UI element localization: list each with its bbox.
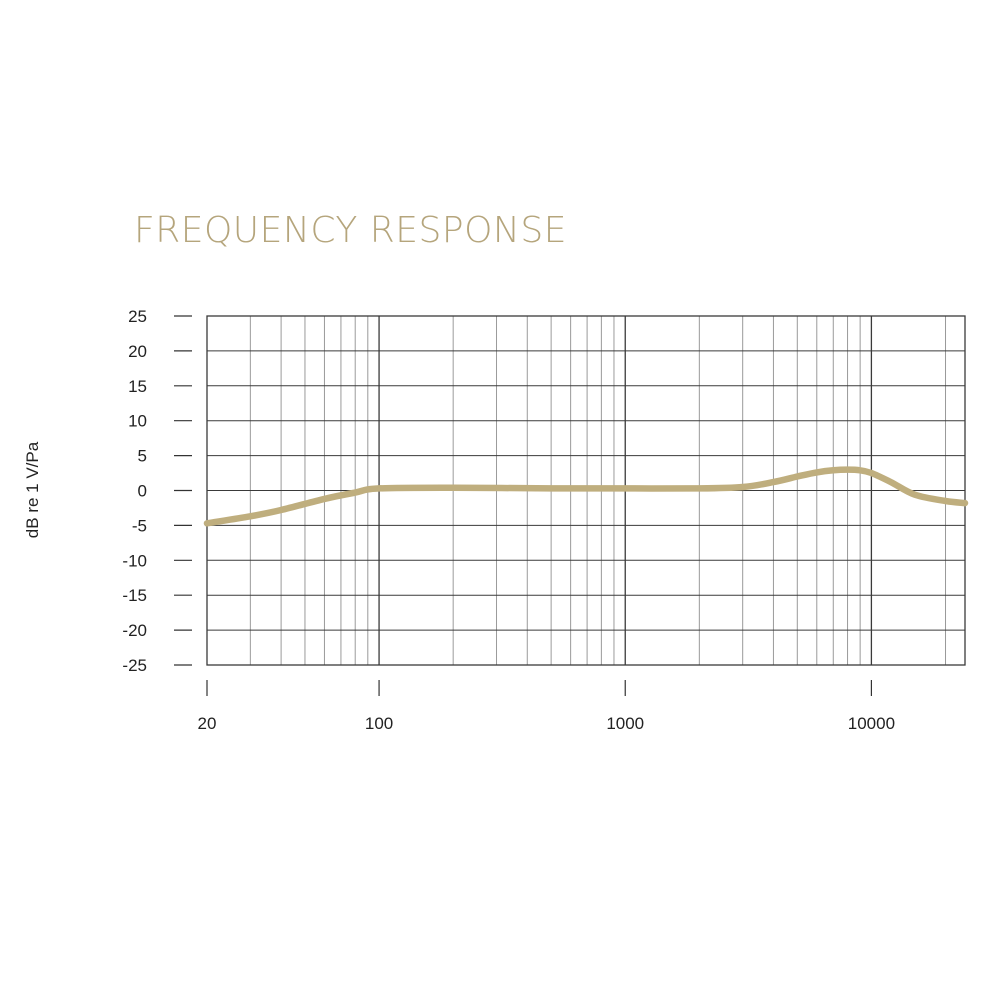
y-tick-label: 20 bbox=[128, 342, 147, 361]
axes bbox=[174, 315, 966, 696]
y-tick-label: 25 bbox=[128, 307, 147, 326]
y-tick-label: -20 bbox=[122, 621, 147, 640]
chart-title: FREQUENCY RESPONSE bbox=[134, 210, 567, 251]
y-tick-label: -25 bbox=[122, 656, 147, 675]
y-tick-label: -15 bbox=[122, 586, 147, 605]
frequency-response-line bbox=[203, 466, 969, 527]
y-tick-label: 0 bbox=[138, 482, 147, 501]
tick-labels: 25 20 15 10 5 0 -5 -10 -15 -20 -25 20 100 1000 10000 bbox=[122, 307, 895, 733]
plot-frame bbox=[206, 315, 966, 666]
y-tick-label: 10 bbox=[128, 412, 147, 431]
x-tick-label: 100 bbox=[365, 714, 393, 733]
x-tick-label: 10000 bbox=[848, 714, 895, 733]
y-tick-label: -10 bbox=[122, 551, 147, 570]
x-tick-label: 20 bbox=[198, 714, 217, 733]
y-tick-label: 5 bbox=[138, 447, 147, 466]
series-layer bbox=[203, 466, 969, 527]
x-tick-label: 1000 bbox=[606, 714, 644, 733]
y-tick-label: -5 bbox=[132, 516, 147, 535]
y-tick-label: 15 bbox=[128, 377, 147, 396]
